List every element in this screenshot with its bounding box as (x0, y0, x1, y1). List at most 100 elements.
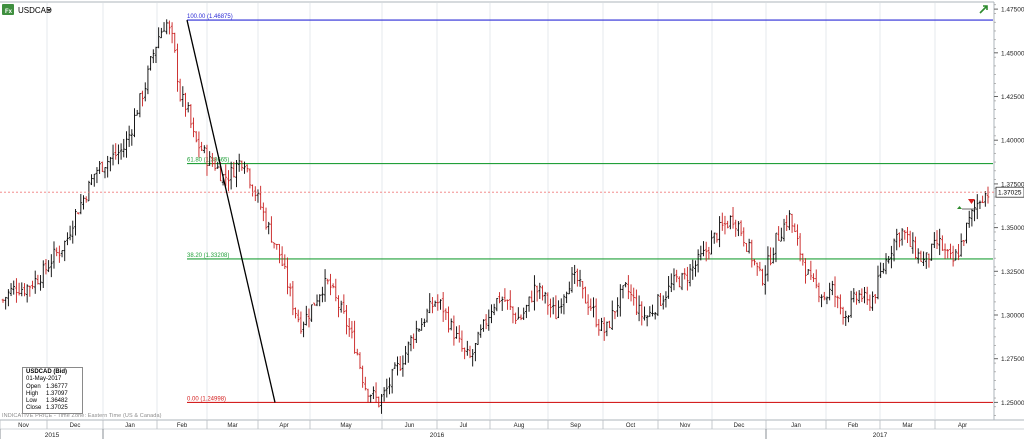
price-tick-label: 1.32500 (1001, 269, 1024, 276)
ohlc-bar (377, 396, 381, 408)
ohlc-bar (522, 307, 525, 321)
last-price-badge (995, 186, 1024, 198)
ohlc-bar (318, 294, 322, 307)
ohlc-bar (597, 319, 601, 336)
info-title: USDCAD (Bid) (26, 369, 67, 375)
ohlc-bar (710, 230, 713, 255)
ohlc-bar (76, 212, 80, 215)
ohlc-bar (1, 298, 5, 303)
ohlc-bar (750, 239, 754, 268)
ohlc-bar (334, 278, 338, 302)
ohlc-bar (194, 131, 198, 143)
ohlc-bar (852, 288, 856, 303)
ohlc-bar (358, 352, 362, 370)
ohlc-bar (514, 312, 517, 325)
month-label: Jan (791, 423, 801, 429)
ohlc-bar (109, 156, 112, 172)
ohlc-bar (468, 345, 472, 359)
ohlc-bar (296, 309, 300, 323)
expand-chart-button[interactable] (979, 5, 988, 14)
ohlc-bar (525, 304, 528, 319)
ohlc-bar (31, 280, 34, 290)
ohlc-bar (280, 246, 284, 267)
ohlc-bar (146, 65, 150, 95)
ohlc-bar (374, 382, 378, 403)
ohlc-bar (578, 269, 582, 287)
fib-level-label: 61.80 (1.38665) (187, 158, 229, 164)
ohlc-bar (801, 253, 805, 266)
ohlc-bar (283, 254, 287, 270)
price-tick-label: 1.27500 (1001, 356, 1024, 363)
ohlc-bar (39, 275, 42, 291)
ohlc-bar (500, 296, 504, 311)
ohlc-bar (439, 299, 442, 310)
ohlc-bar (863, 286, 866, 304)
ohlc-bar (865, 286, 869, 305)
instrument-selector[interactable]: Fx USDCAD (2, 4, 52, 15)
ohlc-bar (211, 152, 214, 167)
ohlc-bar (347, 318, 351, 337)
ohlc-bar (398, 356, 402, 371)
fib-level-label: 100.00 (1.46875) (187, 14, 233, 20)
ohlc-bar (828, 282, 831, 301)
ohlc-bar (584, 286, 587, 304)
ohlc-bar (559, 298, 563, 314)
ohlc-bar (264, 207, 268, 230)
month-label: Mar (227, 423, 237, 429)
ohlc-bar (457, 325, 461, 343)
ohlc-bar (635, 289, 638, 315)
ohlc-bar (747, 238, 751, 254)
ohlc-bar (780, 227, 783, 242)
ohlc-bar (533, 275, 536, 311)
ohlc-bar (924, 252, 928, 269)
price-tick-label: 1.40000 (1001, 138, 1024, 145)
ohlc-bar (382, 387, 386, 402)
ohlc-bar (4, 296, 7, 310)
ohlc-bar (98, 161, 101, 174)
ohlc-bar (857, 290, 861, 304)
ohlc-bar (388, 377, 391, 395)
ohlc-bar (205, 144, 209, 176)
ohlc-bar (125, 131, 128, 158)
ohlc-bar (302, 321, 305, 338)
ohlc-bar (278, 243, 281, 264)
ohlc-bar (519, 314, 523, 321)
ohlc-bar (508, 290, 512, 311)
ohlc-bar (694, 260, 697, 277)
month-label: Jul (460, 423, 468, 429)
ohlc-bar (436, 294, 440, 311)
time-axis: Nov Dec Jan Feb Mar Apr May Jun Jul Aug Sep Oct Nov D… (0, 420, 967, 439)
ohlc-bar (817, 282, 821, 303)
ohlc-bar (9, 283, 13, 297)
ohlc-bar (688, 264, 692, 287)
ohlc-bar (117, 144, 120, 165)
ohlc-bar (157, 27, 160, 49)
price-axis: 1.47500 1.45000 1.42500 1.40000 1.37500 1.350… (0, 4, 1024, 416)
ohlc-bar (873, 294, 877, 304)
ohlc-bar (68, 225, 72, 241)
ohlc-bar (471, 349, 474, 367)
ohlc-bar (796, 224, 799, 246)
ohlc-bar (84, 196, 88, 203)
month-label: Nov (680, 423, 691, 429)
ohlc-bar (769, 247, 772, 266)
ohlc-bar (412, 333, 415, 349)
ohlc-bar (455, 326, 458, 339)
instrument-label: USDCAD (18, 6, 52, 15)
ohlc-bar (511, 306, 515, 324)
ohlc-bar (914, 236, 917, 259)
fx-logo-icon (2, 4, 14, 15)
ohlc-bar (299, 311, 303, 334)
ohlc-bar (535, 285, 539, 302)
ohlc-bar (530, 290, 534, 303)
price-tick-label: 1.45000 (1001, 50, 1024, 57)
year-label: 2016 (430, 432, 445, 439)
ohlc-bar (841, 306, 845, 325)
ohlc-bar (404, 345, 407, 365)
ohlc-bar (527, 296, 531, 312)
ohlc-bar (503, 288, 507, 302)
ohlc-bar (849, 290, 853, 318)
ohlc-bar (55, 247, 58, 257)
ohlc-bar (262, 202, 265, 222)
ohlc-bar (661, 295, 665, 310)
